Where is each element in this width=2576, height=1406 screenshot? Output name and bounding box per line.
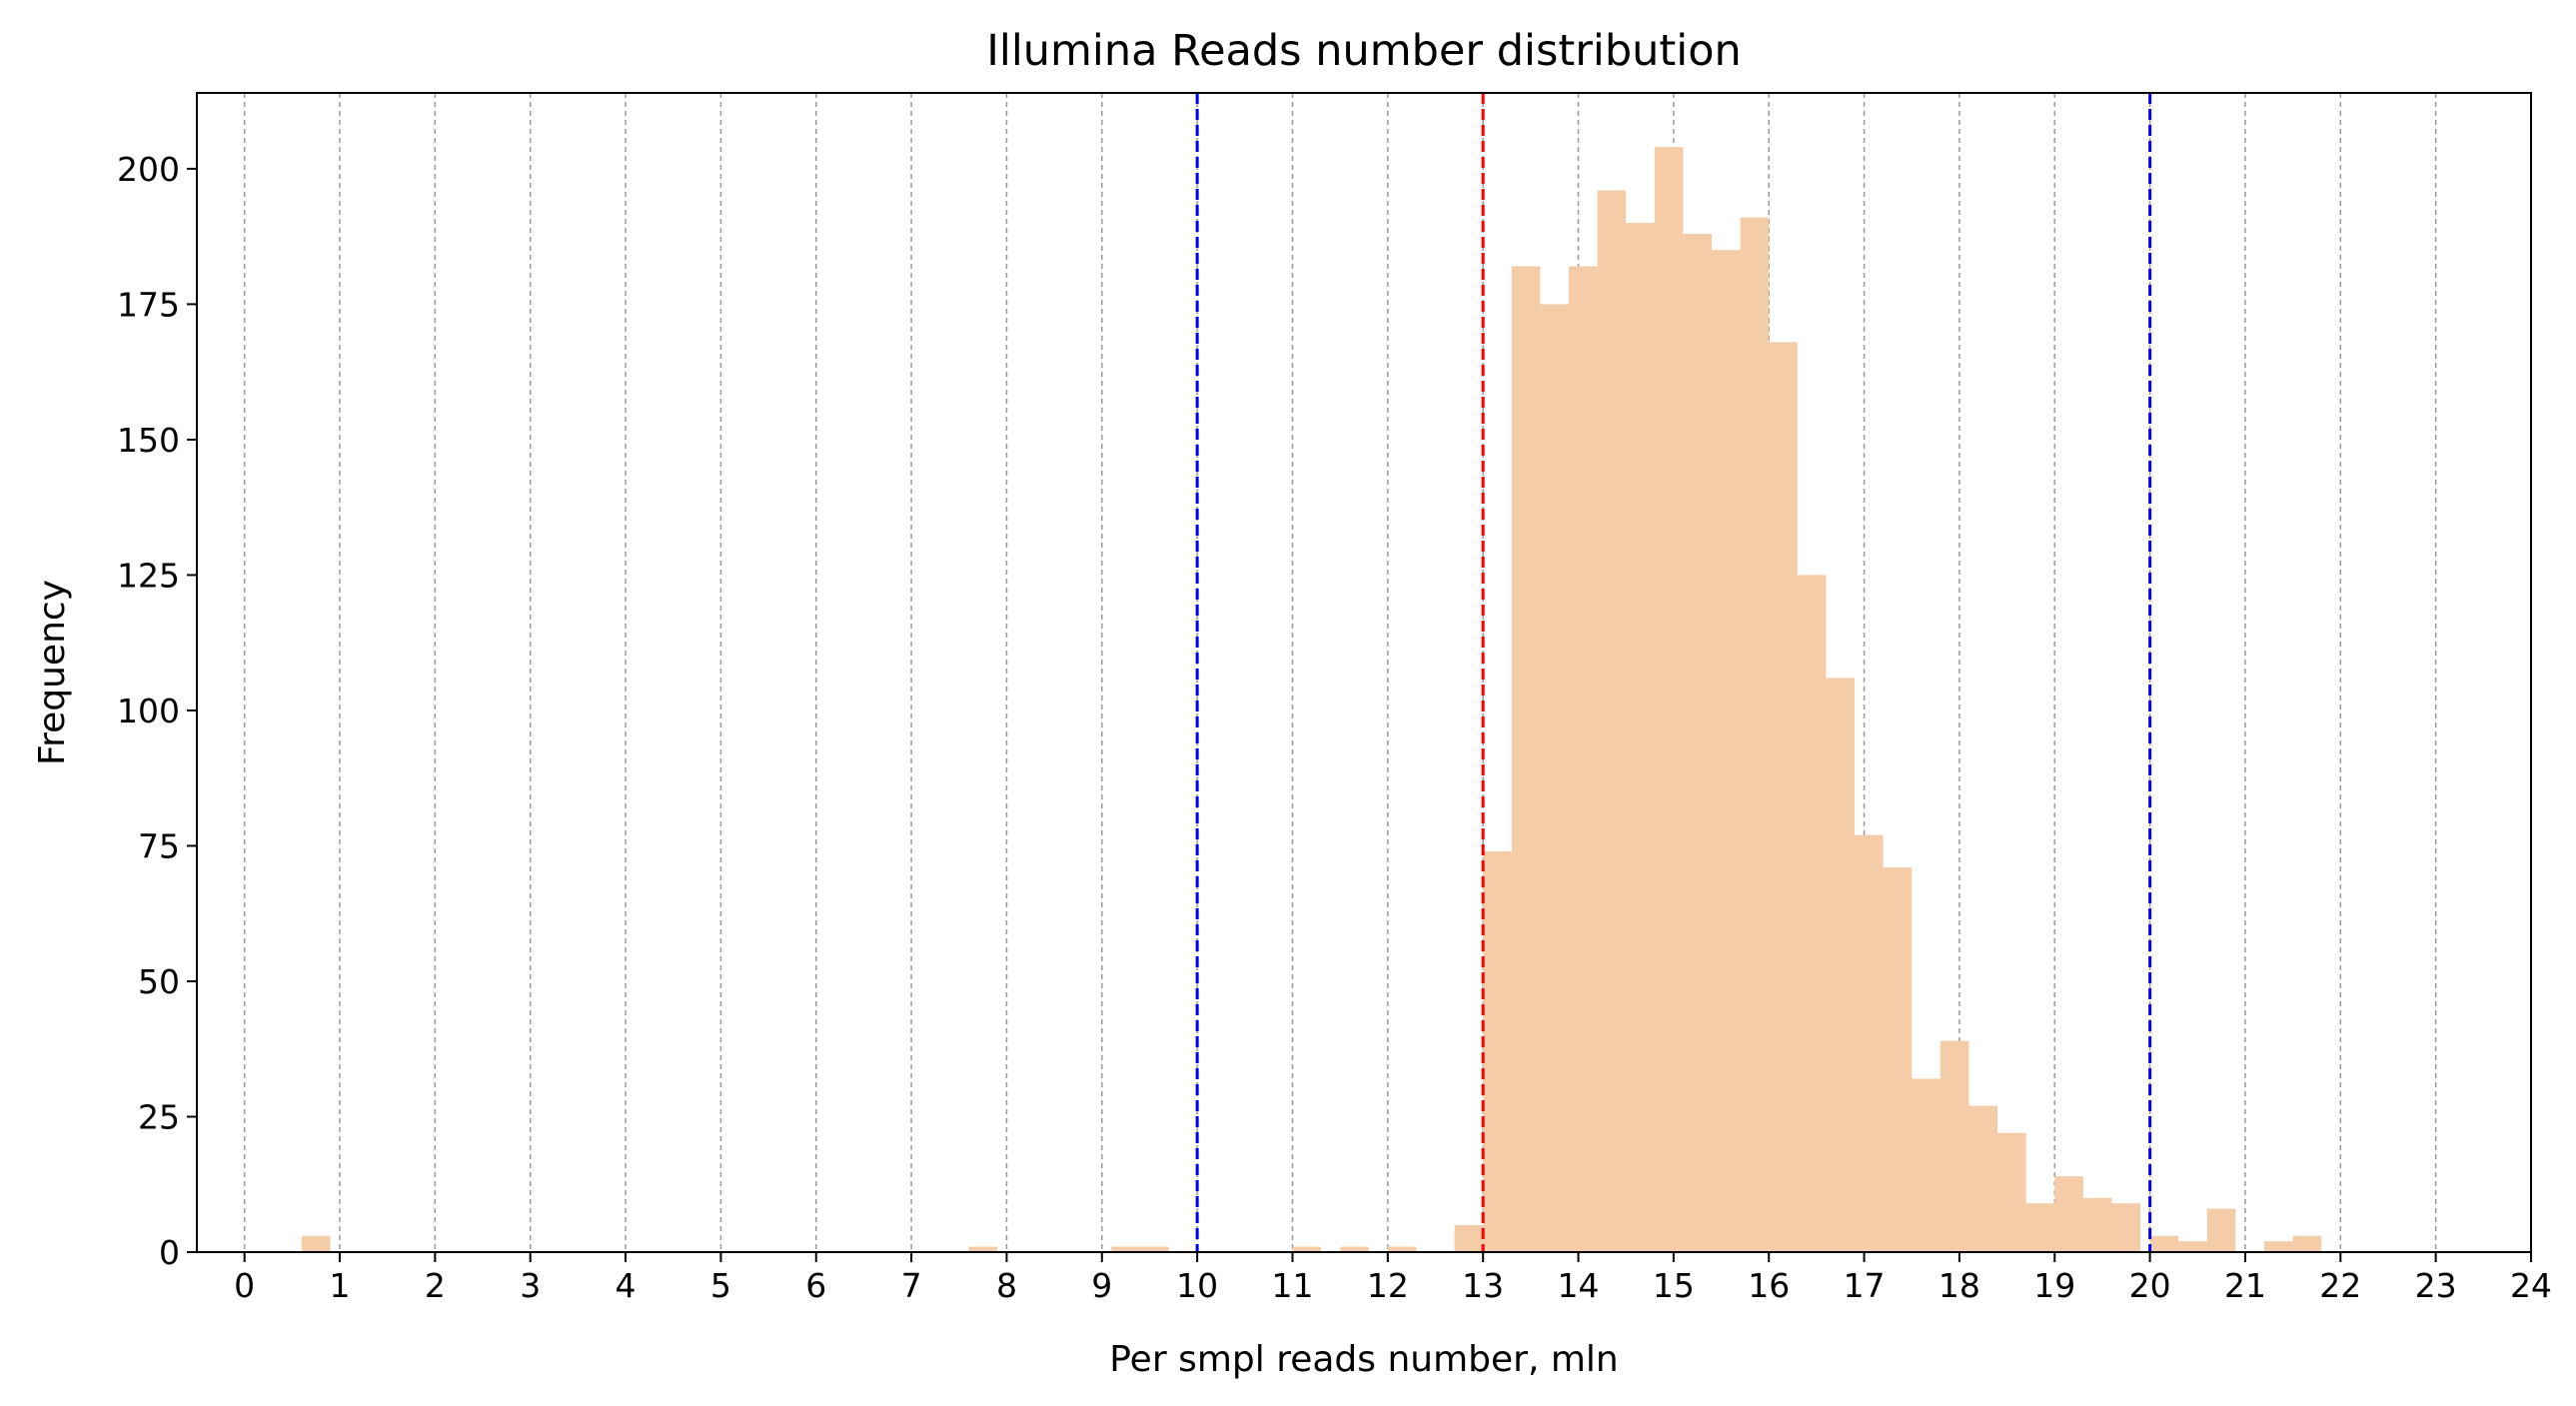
histogram-bar bbox=[1997, 1132, 2026, 1252]
y-tick-label: 125 bbox=[117, 556, 180, 595]
x-tick-label: 24 bbox=[2510, 1266, 2552, 1305]
y-tick-label: 175 bbox=[117, 285, 180, 324]
histogram-bar bbox=[1912, 1078, 1940, 1252]
x-tick-label: 23 bbox=[2415, 1266, 2457, 1305]
histogram-bar bbox=[1511, 266, 1541, 1252]
x-tick-label: 4 bbox=[616, 1266, 637, 1305]
histogram-bars bbox=[301, 147, 2322, 1253]
histogram-bar bbox=[2111, 1203, 2141, 1252]
histogram-bar bbox=[1292, 1246, 1322, 1252]
y-tick-label: 50 bbox=[138, 962, 180, 1001]
y-axis-ticks: 0 25 50 75 100 125 150 175 200 bbox=[117, 150, 197, 1272]
histogram-bar bbox=[1454, 1224, 1484, 1252]
histogram-bar bbox=[1387, 1246, 1417, 1252]
y-tick-label: 150 bbox=[117, 421, 180, 460]
x-tick-label: 9 bbox=[1091, 1266, 1112, 1305]
y-tick-label: 75 bbox=[138, 826, 180, 865]
histogram-bar bbox=[1797, 575, 1827, 1252]
histogram-bar bbox=[1654, 147, 1684, 1253]
histogram-bar bbox=[2264, 1241, 2293, 1252]
x-tick-label: 2 bbox=[425, 1266, 446, 1305]
histogram-bar bbox=[2178, 1241, 2207, 1252]
histogram-bar bbox=[2025, 1203, 2055, 1252]
chart-title: Illumina Reads number distribution bbox=[986, 26, 1742, 76]
x-tick-label: 12 bbox=[1367, 1266, 1409, 1305]
x-tick-label: 19 bbox=[2033, 1266, 2075, 1305]
histogram-bar bbox=[1712, 250, 1741, 1252]
histogram-bar bbox=[1883, 867, 1913, 1252]
x-tick-label: 10 bbox=[1176, 1266, 1218, 1305]
x-tick-label: 18 bbox=[1938, 1266, 1980, 1305]
histogram-bar bbox=[2292, 1235, 2322, 1252]
histogram-bar bbox=[968, 1246, 997, 1252]
grid-lines bbox=[243, 93, 2437, 1252]
y-tick-label: 0 bbox=[159, 1233, 180, 1272]
x-tick-label: 13 bbox=[1462, 1266, 1504, 1305]
histogram-bar bbox=[1683, 233, 1713, 1253]
histogram-bar bbox=[2082, 1197, 2112, 1252]
x-tick-label: 22 bbox=[2319, 1266, 2361, 1305]
x-tick-label: 5 bbox=[710, 1266, 731, 1305]
histogram-bar bbox=[1769, 342, 1798, 1252]
reference-lines bbox=[1195, 93, 2152, 1252]
x-tick-label: 0 bbox=[234, 1266, 255, 1305]
x-axis-ticks: 0 1 2 3 4 5 6 7 8 9 10 11 12 13 14 15 16 17 18 19 20 21 22 23 24 bbox=[234, 1252, 2552, 1305]
x-tick-label: 17 bbox=[1844, 1266, 1886, 1305]
histogram-bar bbox=[2149, 1235, 2179, 1252]
histogram-bar bbox=[1939, 1040, 1969, 1252]
x-axis-label: Per smpl reads number, mln bbox=[1109, 1339, 1618, 1380]
histogram-bar bbox=[1740, 217, 1770, 1253]
histogram-bar bbox=[1139, 1246, 1169, 1252]
histogram-bar bbox=[1483, 850, 1512, 1252]
y-axis-label: Frequency bbox=[32, 580, 73, 765]
histogram-bar bbox=[1626, 223, 1655, 1252]
histogram-bar bbox=[1855, 834, 1884, 1252]
x-tick-label: 20 bbox=[2129, 1266, 2171, 1305]
histogram-bar bbox=[2054, 1176, 2083, 1252]
histogram-bar bbox=[2206, 1208, 2236, 1252]
plot-frame bbox=[196, 92, 2532, 1253]
y-tick-label: 100 bbox=[117, 692, 180, 730]
x-tick-label: 11 bbox=[1271, 1266, 1313, 1305]
histogram-bar bbox=[1968, 1105, 1998, 1252]
x-tick-label: 3 bbox=[520, 1266, 541, 1305]
histogram-bar bbox=[1826, 678, 1856, 1252]
y-tick-label: 25 bbox=[138, 1097, 180, 1136]
histogram-bar bbox=[301, 1235, 331, 1252]
x-tick-label: 21 bbox=[2224, 1266, 2266, 1305]
x-tick-label: 15 bbox=[1653, 1266, 1695, 1305]
x-tick-label: 7 bbox=[901, 1266, 922, 1305]
histogram-bar bbox=[1568, 266, 1598, 1252]
histogram-bar bbox=[1111, 1246, 1140, 1252]
x-tick-label: 14 bbox=[1558, 1266, 1600, 1305]
x-tick-label: 8 bbox=[996, 1266, 1017, 1305]
histogram-bar bbox=[1340, 1246, 1369, 1252]
x-tick-label: 1 bbox=[330, 1266, 351, 1305]
x-tick-label: 16 bbox=[1748, 1266, 1790, 1305]
histogram-bar bbox=[1540, 304, 1569, 1252]
histogram-bar bbox=[1597, 190, 1627, 1253]
y-tick-label: 200 bbox=[117, 150, 180, 189]
x-tick-label: 6 bbox=[805, 1266, 826, 1305]
